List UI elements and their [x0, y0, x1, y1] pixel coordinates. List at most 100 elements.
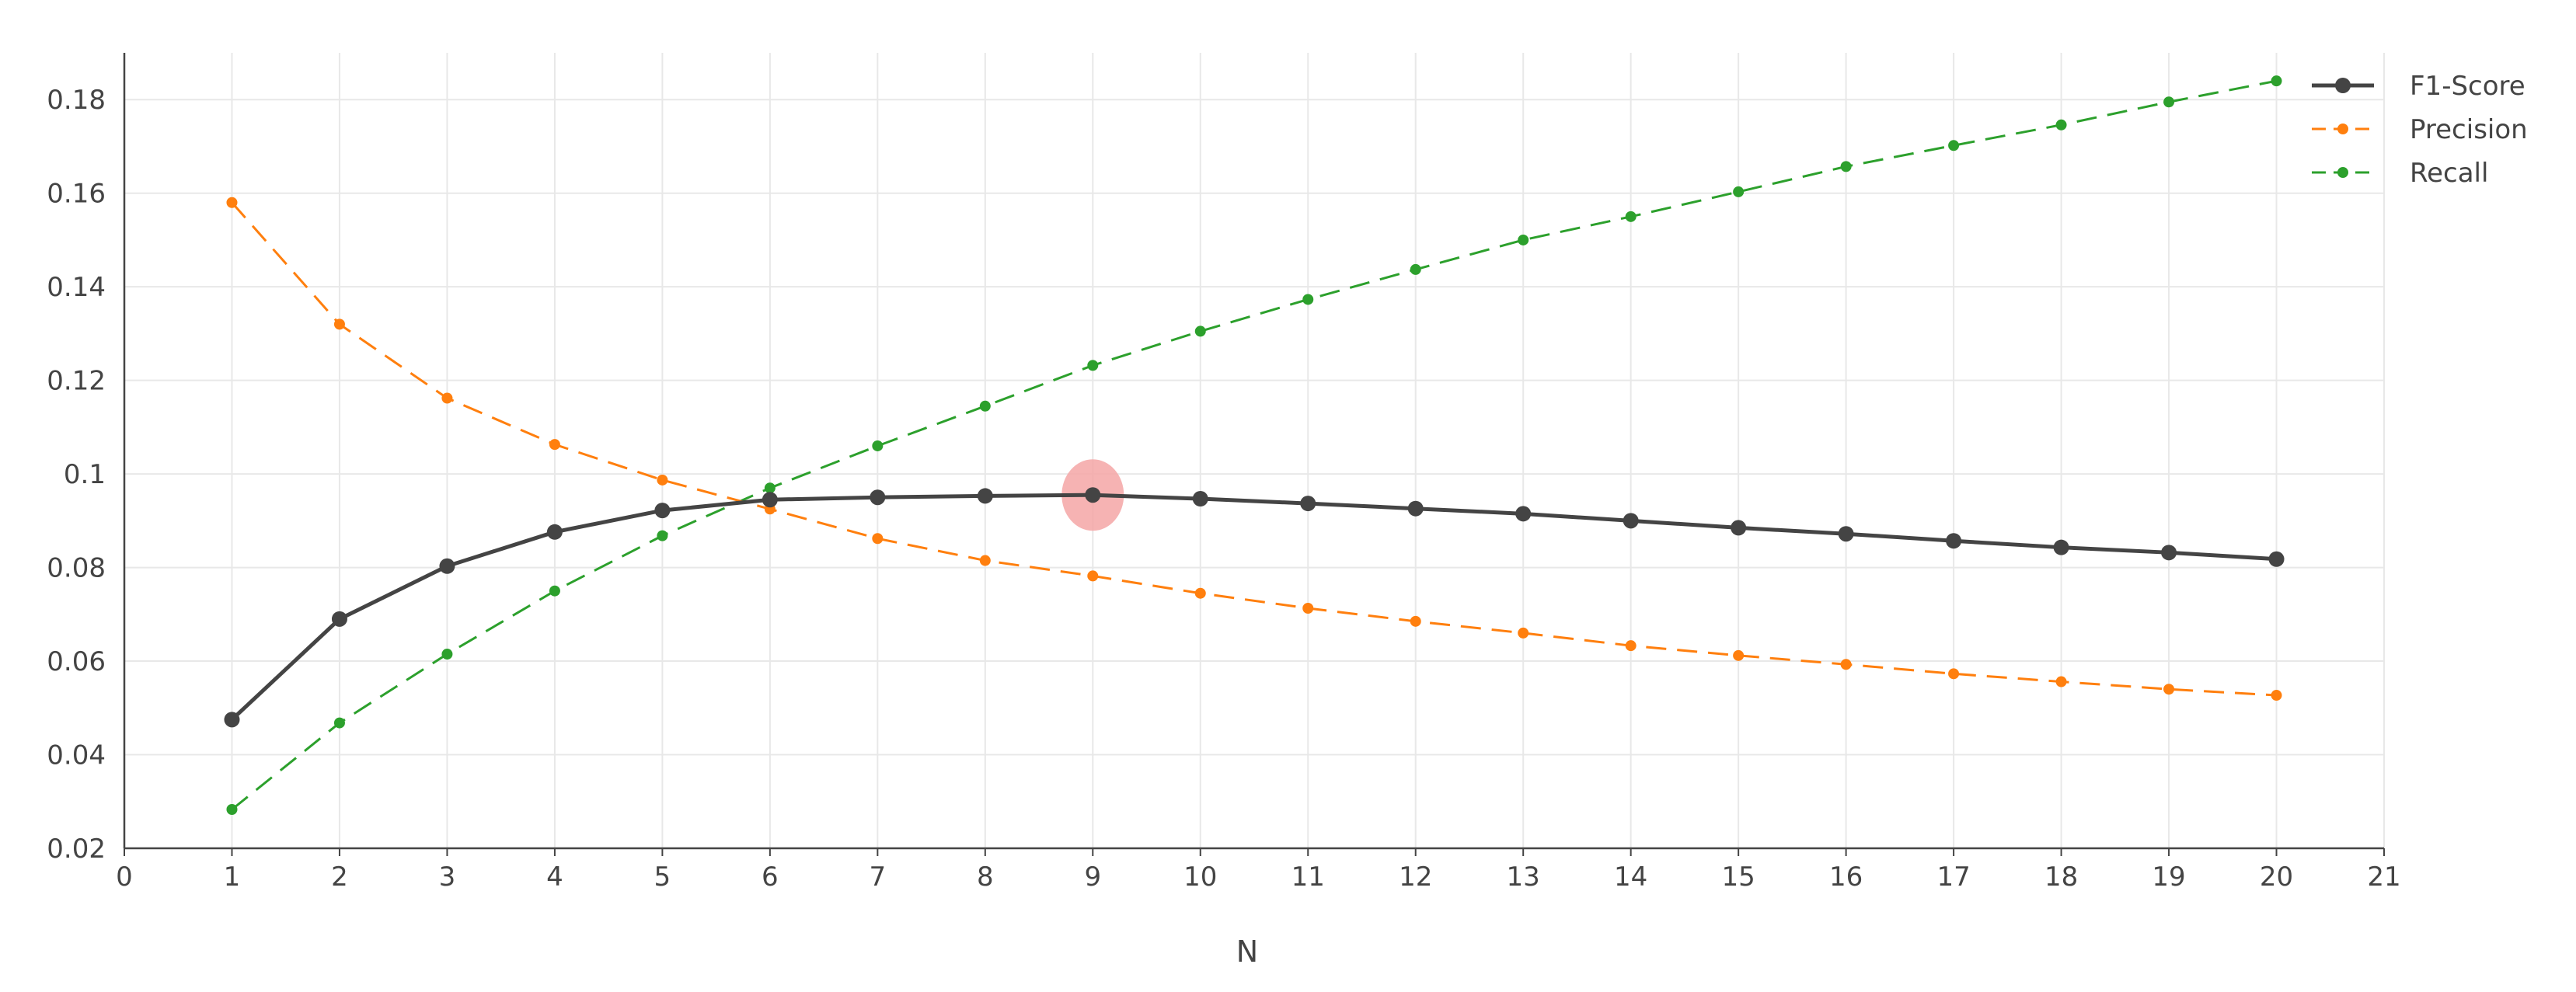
legend-swatch-marker — [2337, 167, 2348, 178]
x-tick-label: 3 — [439, 861, 456, 893]
x-tick-label: 15 — [1722, 861, 1755, 893]
data-point-recall[interactable] — [1302, 294, 1314, 305]
data-point-precision[interactable] — [1087, 570, 1099, 582]
grid-lines — [124, 53, 2385, 849]
axes — [123, 53, 2385, 856]
data-point-precision[interactable] — [1518, 627, 1529, 639]
data-point-recall[interactable] — [1194, 325, 1206, 337]
series-line-f1-score — [230, 493, 2277, 722]
data-point-precision[interactable] — [333, 318, 345, 330]
y-tick-label: 0.16 — [47, 179, 106, 210]
data-point-recall[interactable] — [333, 717, 345, 729]
data-point-f1-score[interactable] — [977, 488, 993, 504]
y-tick-label: 0.12 — [47, 366, 106, 397]
data-point-f1-score[interactable] — [1731, 520, 1747, 536]
series-layer — [224, 75, 2285, 816]
x-tick-label: 8 — [977, 861, 994, 893]
data-point-recall[interactable] — [872, 440, 884, 451]
data-point-recall[interactable] — [1840, 161, 1852, 172]
data-point-precision[interactable] — [979, 555, 991, 566]
data-point-precision[interactable] — [1948, 668, 1960, 680]
data-point-precision[interactable] — [549, 439, 560, 451]
data-point-precision[interactable] — [2055, 676, 2067, 687]
data-point-precision[interactable] — [1302, 602, 1314, 614]
data-point-recall[interactable] — [2271, 75, 2282, 87]
y-tick-label: 0.14 — [47, 272, 106, 303]
x-tick-label: 13 — [1507, 861, 1540, 893]
x-tick-label: 16 — [1829, 861, 1863, 893]
data-point-f1-score[interactable] — [870, 489, 886, 506]
data-point-f1-score[interactable] — [1192, 491, 1208, 507]
data-point-f1-score[interactable] — [1300, 496, 1316, 512]
data-point-recall[interactable] — [764, 482, 776, 494]
data-point-recall[interactable] — [1410, 263, 1421, 275]
data-point-f1-score[interactable] — [331, 611, 347, 627]
y-tick-label: 0.04 — [47, 740, 106, 771]
legend-swatch-marker — [2337, 124, 2348, 134]
data-point-f1-score[interactable] — [1623, 513, 1639, 529]
x-tick-label: 11 — [1291, 861, 1325, 893]
data-point-f1-score[interactable] — [762, 492, 778, 508]
data-point-precision[interactable] — [872, 533, 884, 545]
data-point-precision[interactable] — [1410, 615, 1421, 627]
data-point-recall[interactable] — [657, 530, 668, 541]
x-tick-label: 7 — [870, 861, 887, 893]
data-point-f1-score[interactable] — [1407, 500, 1424, 517]
data-point-f1-score[interactable] — [1085, 487, 1101, 503]
data-point-recall[interactable] — [2163, 96, 2175, 108]
data-point-recall[interactable] — [1518, 234, 1529, 245]
data-point-recall[interactable] — [226, 804, 238, 816]
data-point-f1-score[interactable] — [546, 524, 563, 540]
data-point-recall[interactable] — [1733, 186, 1745, 197]
data-point-recall[interactable] — [1948, 140, 1960, 151]
data-point-recall[interactable] — [441, 649, 453, 660]
data-point-precision[interactable] — [2163, 684, 2175, 695]
series-f1-score — [224, 487, 2285, 728]
data-point-f1-score[interactable] — [1515, 506, 1532, 522]
data-point-f1-score[interactable] — [1838, 526, 1854, 542]
x-tick-label: 4 — [546, 861, 563, 893]
data-point-recall[interactable] — [1625, 211, 1637, 222]
data-point-f1-score[interactable] — [439, 558, 455, 574]
legend-item-precision[interactable]: Precision — [2312, 114, 2528, 145]
x-axis-title: N — [1236, 935, 1258, 969]
x-tick-label: 21 — [2367, 861, 2400, 893]
x-tick-label: 18 — [2044, 861, 2078, 893]
data-point-precision[interactable] — [441, 392, 453, 404]
legend-label-recall: Recall — [2410, 158, 2488, 189]
data-point-f1-score[interactable] — [2053, 539, 2069, 555]
legend-label-f1-score: F1-Score — [2410, 71, 2525, 102]
data-point-recall[interactable] — [549, 585, 560, 597]
data-point-f1-score[interactable] — [2161, 545, 2177, 561]
data-point-recall[interactable] — [979, 400, 991, 412]
data-point-precision[interactable] — [1840, 659, 1852, 670]
data-point-precision[interactable] — [1733, 649, 1745, 661]
x-tick-label: 19 — [2152, 861, 2185, 893]
data-point-precision[interactable] — [1194, 587, 1206, 599]
series-line-precision — [231, 201, 2277, 697]
legend-item-f1-score[interactable]: F1-Score — [2312, 71, 2525, 102]
data-point-recall[interactable] — [2055, 119, 2067, 131]
y-tick-label: 0.08 — [47, 553, 106, 584]
y-tick-label: 0.02 — [47, 834, 106, 865]
data-point-precision[interactable] — [2271, 690, 2282, 701]
data-point-f1-score[interactable] — [654, 503, 671, 519]
legend[interactable]: F1-Score Precision Recall — [2312, 71, 2528, 189]
data-point-precision[interactable] — [1625, 640, 1637, 652]
data-point-f1-score[interactable] — [224, 712, 240, 728]
data-point-f1-score[interactable] — [2268, 551, 2285, 567]
series-precision — [226, 197, 2282, 701]
series-recall — [226, 75, 2282, 816]
data-point-precision[interactable] — [226, 197, 238, 208]
x-tick-label: 20 — [2260, 861, 2293, 893]
data-point-recall[interactable] — [1087, 360, 1099, 371]
y-tick-label: 0.18 — [47, 85, 106, 116]
x-tick-label: 17 — [1936, 861, 1970, 893]
y-tick-label: 0.1 — [64, 459, 106, 490]
x-tick-label: 10 — [1183, 861, 1217, 893]
data-point-f1-score[interactable] — [1946, 533, 1962, 549]
x-tick-label: 6 — [762, 861, 779, 893]
data-point-precision[interactable] — [657, 474, 668, 486]
legend-item-recall[interactable]: Recall — [2312, 158, 2488, 189]
